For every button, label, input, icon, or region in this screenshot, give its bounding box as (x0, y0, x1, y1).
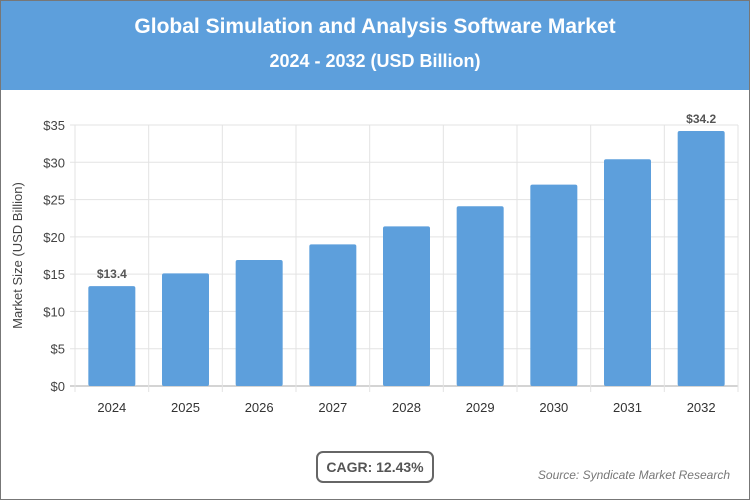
x-tick-label: 2032 (687, 400, 716, 415)
y-tick-label: $25 (43, 193, 65, 208)
chart-subtitle: 2024 - 2032 (USD Billion) (269, 51, 481, 71)
x-tick-label: 2028 (392, 400, 421, 415)
y-tick-label: $10 (43, 304, 65, 319)
bar-2032 (677, 130, 725, 386)
y-tick-label: $5 (51, 342, 65, 357)
y-tick-label: $20 (43, 230, 65, 245)
y-tick-label: $35 (43, 118, 65, 133)
x-tick-label: 2027 (318, 400, 347, 415)
bar-2029 (456, 206, 504, 386)
bar-2031 (604, 159, 651, 386)
bar-2025 (162, 273, 209, 386)
bar-2024 (88, 286, 136, 386)
data-label: $34.2 (686, 112, 716, 126)
x-tick-label: 2030 (539, 400, 568, 415)
cagr-badge: CAGR: 12.43% (316, 451, 434, 483)
y-tick-label: $15 (43, 267, 65, 282)
bar-2026 (235, 259, 283, 386)
bar-2027 (309, 244, 357, 386)
data-label: $13.4 (97, 267, 127, 281)
y-tick-label: $30 (43, 155, 65, 170)
bar-2030 (530, 184, 578, 386)
x-tick-label: 2026 (245, 400, 274, 415)
y-axis-label: Market Size (USD Billion) (10, 182, 25, 329)
x-tick-label: 2029 (466, 400, 495, 415)
x-tick-label: 2024 (97, 400, 126, 415)
chart-header: Global Simulation and Analysis Software … (1, 1, 749, 90)
x-tick-label: 2031 (613, 400, 642, 415)
source-note: Source: Syndicate Market Research (537, 468, 730, 482)
chart-title: Global Simulation and Analysis Software … (134, 15, 616, 38)
y-tick-label: $0 (51, 379, 65, 394)
x-tick-label: 2025 (171, 400, 200, 415)
bar-2028 (383, 226, 430, 386)
